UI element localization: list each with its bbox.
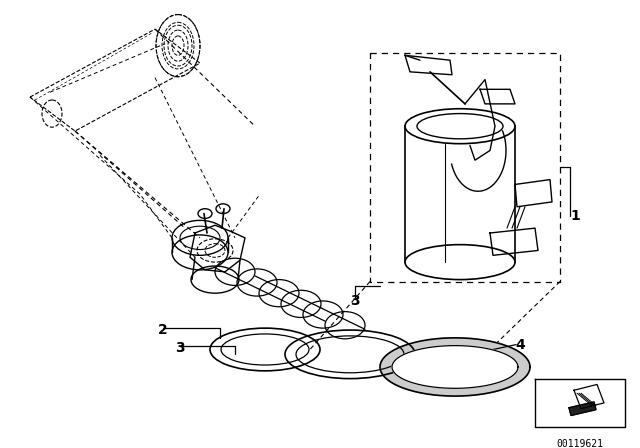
Text: 3: 3 [350, 294, 360, 308]
Text: 1: 1 [570, 208, 580, 223]
Text: 2: 2 [158, 323, 168, 337]
Text: 3: 3 [175, 340, 185, 354]
Polygon shape [392, 345, 518, 388]
Polygon shape [569, 402, 596, 415]
Polygon shape [380, 338, 530, 396]
Text: 00119621: 00119621 [557, 439, 604, 448]
Polygon shape [574, 384, 604, 409]
Text: 4: 4 [515, 338, 525, 352]
